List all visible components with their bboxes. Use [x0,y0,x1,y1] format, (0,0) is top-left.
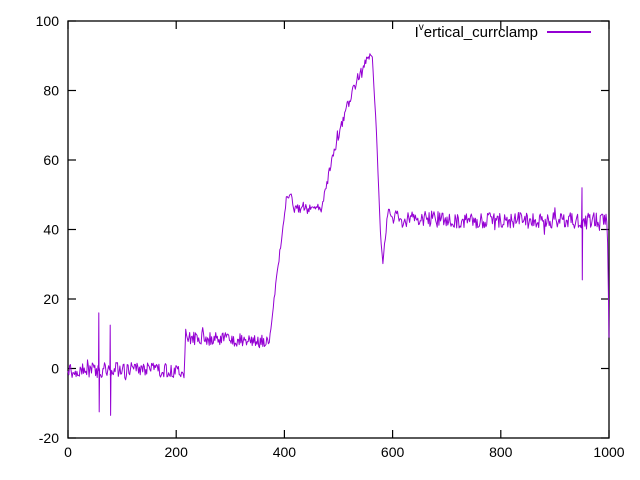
y-tick-label: 60 [43,152,59,168]
legend-label: Ivertical_currclamp [414,22,538,41]
y-tick-label: 40 [43,222,59,238]
legend: Ivertical_currclamp [414,22,591,41]
series-line [67,53,610,416]
x-tick-label: 600 [381,444,405,460]
legend-line-sample [547,31,591,33]
x-tick-label: 0 [64,444,72,460]
y-tick-label: 0 [51,361,59,377]
y-tick-label: 80 [43,83,59,99]
x-tick-label: 400 [273,444,297,460]
y-tick-label: 100 [36,13,60,29]
x-tick-label: 1000 [593,444,624,460]
y-tick-label: -20 [39,430,59,446]
x-tick-label: 200 [165,444,189,460]
y-tick-label: 20 [43,291,59,307]
plot-border [67,20,610,439]
x-tick-label: 800 [489,444,513,460]
